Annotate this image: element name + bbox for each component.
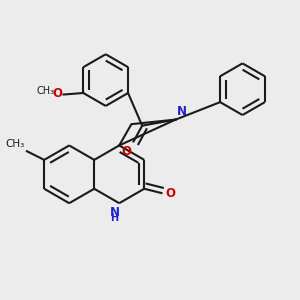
Text: CH₃: CH₃ [5, 139, 24, 149]
Text: CH₃: CH₃ [37, 86, 55, 97]
Text: H: H [111, 213, 119, 223]
Text: O: O [165, 187, 175, 200]
Text: O: O [122, 145, 131, 158]
Text: N: N [177, 105, 187, 118]
Text: O: O [52, 87, 63, 100]
Text: N: N [110, 206, 120, 219]
